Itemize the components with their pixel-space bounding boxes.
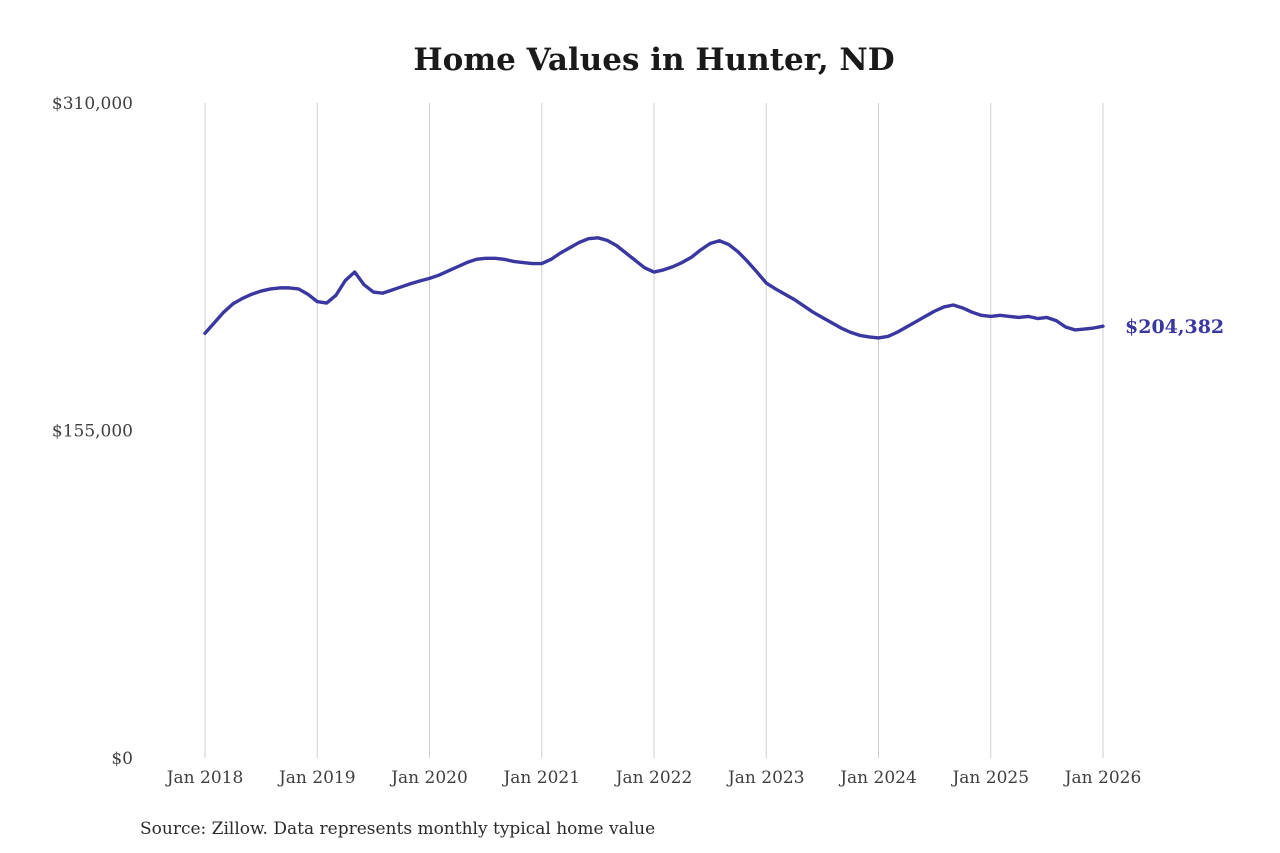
y-tick-label: $0 xyxy=(111,749,133,769)
x-tick-label: Jan 2024 xyxy=(838,768,917,788)
x-tick-label: Jan 2025 xyxy=(950,768,1029,788)
x-tick-label: Jan 2020 xyxy=(389,768,468,788)
current-value-label: $204,382 xyxy=(1125,316,1224,338)
x-tick-label: Jan 2021 xyxy=(501,768,580,788)
y-tick-label: $310,000 xyxy=(52,94,133,114)
value-line xyxy=(203,236,1105,340)
x-tick-label: Jan 2019 xyxy=(277,768,356,788)
x-tick-label: Jan 2026 xyxy=(1063,768,1142,788)
x-tick-label: Jan 2023 xyxy=(726,768,805,788)
x-tick-label: Jan 2018 xyxy=(165,768,244,788)
y-tick-label: $155,000 xyxy=(52,422,133,442)
chart-title: Home Values in Hunter, ND xyxy=(413,42,894,78)
x-axis-labels: Jan 2018 Jan 2019 Jan 2020 Jan 2021 Jan 2022… xyxy=(165,768,1142,788)
x-tick-label: Jan 2022 xyxy=(614,768,693,788)
source-note: Source: Zillow. Data represents monthly … xyxy=(140,819,655,839)
y-axis-labels: $310,000 $155,000 $0 xyxy=(52,94,133,769)
gridlines xyxy=(204,103,1104,758)
